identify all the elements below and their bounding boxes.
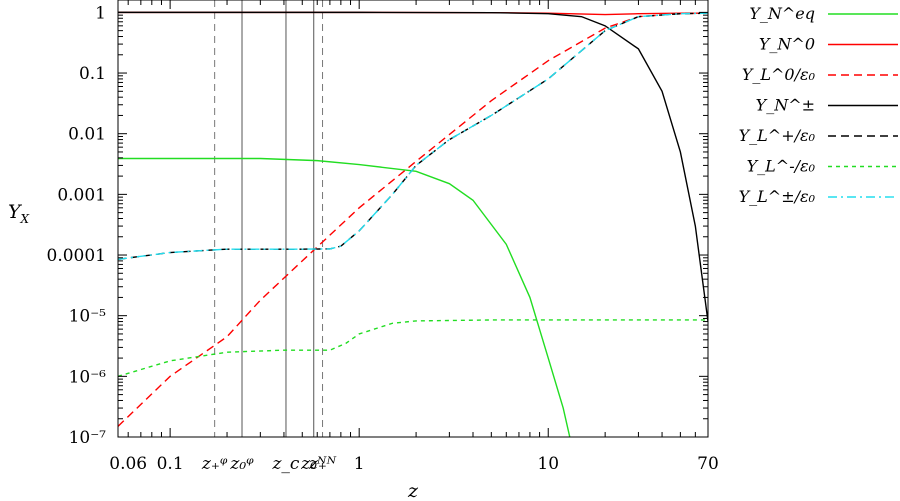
y-tick-label-6: 10⁻⁶ <box>69 367 107 387</box>
y-tick-label-1: 0.1 <box>79 64 106 84</box>
legend-item-4: Y_L^+/ε₀ <box>739 126 898 145</box>
series-line-2 <box>118 12 708 427</box>
legend: Y_N^eq Y_N^0 Y_L^0/ε₀ Y_N^± Y_L^+/ε₀ Y_L^-/ε₀… <box>739 4 898 206</box>
legend-label-4: Y_L^+/ε₀ <box>739 126 816 145</box>
x-tick-label-3: 10 <box>537 454 559 474</box>
y-tick-label-2: 0.01 <box>68 125 106 145</box>
legend-label-2: Y_L^0/ε₀ <box>742 65 816 84</box>
y-tick-label-3: 0.001 <box>57 185 106 205</box>
series-line-6 <box>118 12 708 260</box>
series-line-5 <box>118 319 708 378</box>
legend-label-5: Y_L^-/ε₀ <box>747 157 816 176</box>
y-axis-title: YX <box>8 201 30 226</box>
x-tick-label-2: 1 <box>354 454 365 474</box>
marker-label-2: z_c <box>271 454 299 474</box>
axis-ticks: 1 0.1 0.01 0.001 0.0001 10⁻⁵ 10⁻⁶ 10⁻⁷0.06 0.1 1 1… <box>47 0 719 474</box>
y-tick-label-4: 0.0001 <box>47 246 106 266</box>
x-tick-label-0: 0.06 <box>109 454 147 474</box>
marker-label-3: z₀ᴺ <box>300 454 327 474</box>
legend-item-3: Y_N^± <box>756 96 898 115</box>
x-axis-title: z <box>407 480 419 501</box>
legend-label-6: Y_L^±/ε₀ <box>739 187 816 206</box>
marker-label-4: z₊ᴺ <box>308 454 337 474</box>
series-line-4 <box>118 12 708 260</box>
legend-item-2: Y_L^0/ε₀ <box>742 65 898 84</box>
marker-label-1: z₀ᵠ <box>229 454 254 474</box>
legend-item-1: Y_N^0 <box>759 35 898 54</box>
marker-label-0: z₊ᵠ <box>201 454 228 474</box>
x-tick-label-4: 70 <box>697 454 719 474</box>
series-line-0 <box>118 157 571 437</box>
legend-item-6: Y_L^±/ε₀ <box>739 187 898 206</box>
y-tick-label-5: 10⁻⁵ <box>69 307 107 327</box>
legend-label-1: Y_N^0 <box>759 35 815 54</box>
legend-label-3: Y_N^± <box>756 96 815 115</box>
y-tick-label-7: 10⁻⁷ <box>69 428 107 448</box>
y-tick-label-0: 1 <box>95 3 106 23</box>
legend-item-0: Y_N^eq <box>749 4 898 23</box>
series-line-3 <box>118 11 708 322</box>
series-layer <box>118 11 708 437</box>
x-tick-label-1: 0.1 <box>157 454 184 474</box>
svg-text:YX: YX <box>8 201 30 226</box>
plot-frame <box>117 0 709 438</box>
legend-label-0: Y_N^eq <box>749 4 815 23</box>
legend-item-5: Y_L^-/ε₀ <box>747 157 898 176</box>
